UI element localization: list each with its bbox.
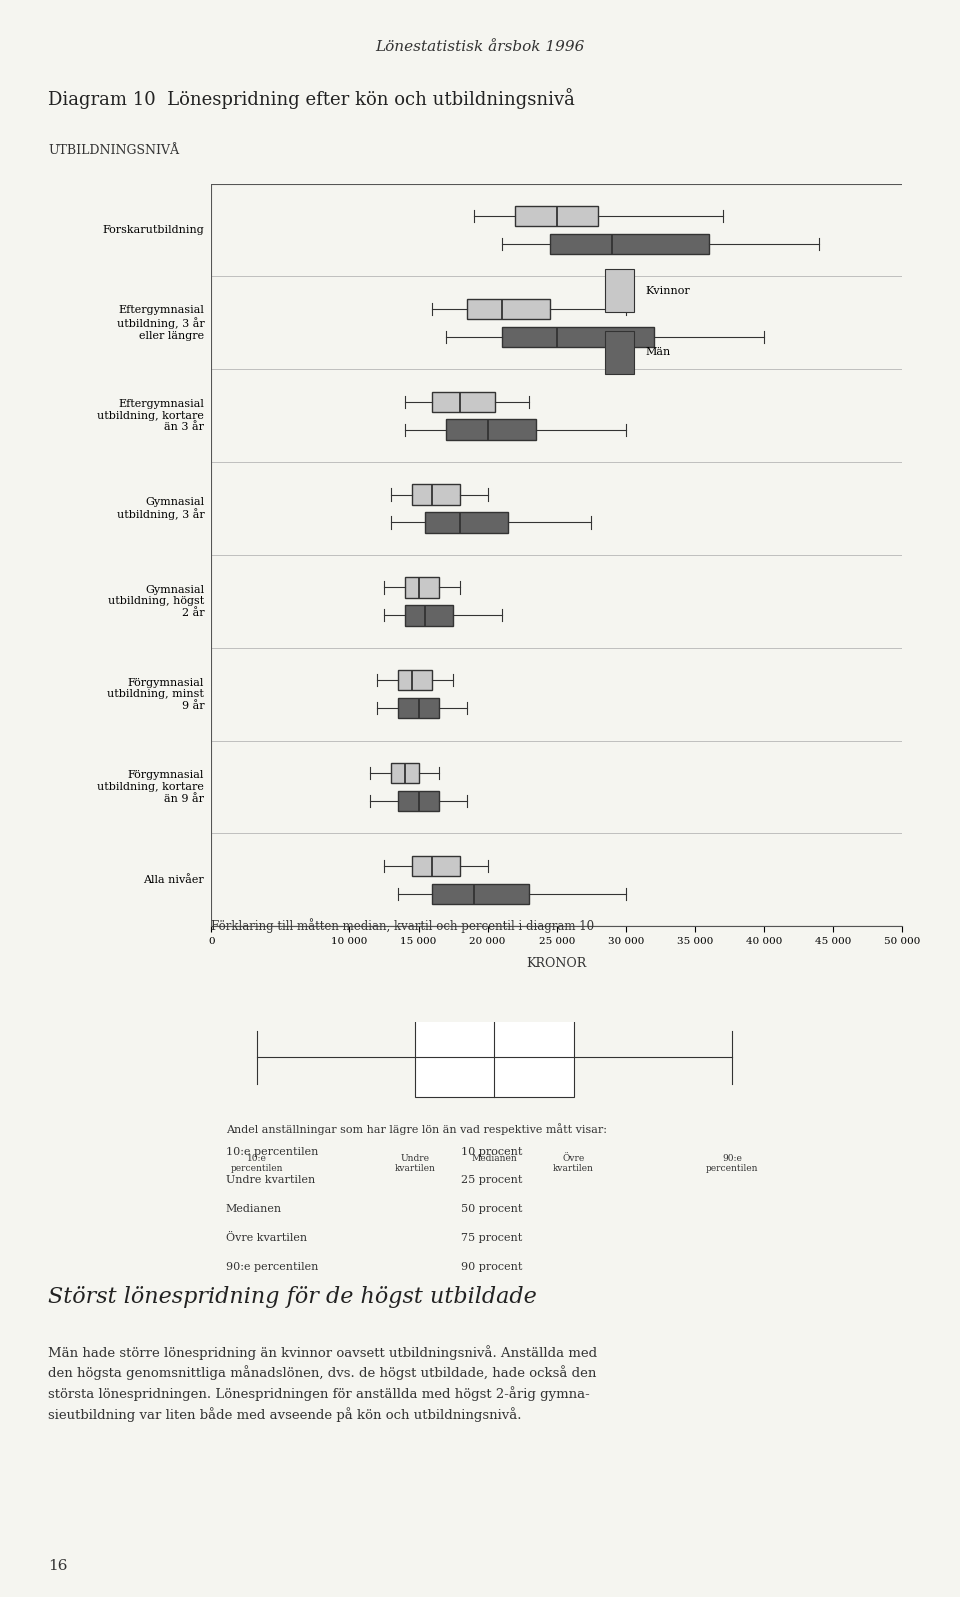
FancyBboxPatch shape bbox=[467, 299, 550, 319]
X-axis label: KRONOR: KRONOR bbox=[527, 957, 587, 969]
FancyBboxPatch shape bbox=[391, 763, 419, 783]
FancyBboxPatch shape bbox=[550, 233, 708, 254]
FancyBboxPatch shape bbox=[405, 577, 440, 597]
Text: 90:e
percentilen: 90:e percentilen bbox=[706, 1153, 758, 1174]
FancyBboxPatch shape bbox=[425, 513, 509, 533]
Text: Övre
kvartilen: Övre kvartilen bbox=[553, 1153, 594, 1174]
Text: 10 procent: 10 procent bbox=[461, 1147, 522, 1156]
Text: Medianen: Medianen bbox=[471, 1153, 517, 1163]
Text: 50 procent: 50 procent bbox=[461, 1204, 522, 1214]
FancyBboxPatch shape bbox=[397, 698, 440, 719]
Text: Män hade större lönespridning än kvinnor oavsett utbildningsnivå. Anställda med
: Män hade större lönespridning än kvinnor… bbox=[48, 1345, 597, 1421]
Text: 75 procent: 75 procent bbox=[461, 1233, 522, 1242]
Text: 10:e percentilen: 10:e percentilen bbox=[226, 1147, 318, 1156]
Text: 10:e
percentilen: 10:e percentilen bbox=[230, 1153, 283, 1174]
FancyBboxPatch shape bbox=[405, 605, 453, 626]
Text: 16: 16 bbox=[48, 1559, 67, 1573]
FancyBboxPatch shape bbox=[412, 484, 460, 505]
Text: Undre
kvartilen: Undre kvartilen bbox=[395, 1153, 436, 1174]
Text: 25 procent: 25 procent bbox=[461, 1175, 522, 1185]
Text: Kvinnor: Kvinnor bbox=[645, 286, 690, 295]
Text: Medianen: Medianen bbox=[226, 1204, 281, 1214]
Text: Övre kvartilen: Övre kvartilen bbox=[226, 1233, 307, 1242]
FancyBboxPatch shape bbox=[397, 791, 440, 811]
FancyBboxPatch shape bbox=[432, 883, 529, 904]
FancyBboxPatch shape bbox=[516, 206, 598, 227]
Text: UTBILDNINGSNIVÅ: UTBILDNINGSNIVÅ bbox=[48, 144, 180, 157]
Text: Undre kvartilen: Undre kvartilen bbox=[226, 1175, 315, 1185]
FancyBboxPatch shape bbox=[501, 327, 654, 347]
FancyBboxPatch shape bbox=[397, 671, 432, 690]
Text: Störst lönespridning för de högst utbildade: Störst lönespridning för de högst utbild… bbox=[48, 1286, 537, 1308]
Text: Män: Män bbox=[645, 348, 671, 358]
FancyBboxPatch shape bbox=[416, 1017, 574, 1097]
Text: Andel anställningar som har lägre lön än vad respektive mått visar:: Andel anställningar som har lägre lön än… bbox=[226, 1123, 607, 1134]
FancyBboxPatch shape bbox=[446, 420, 536, 439]
Text: Förklaring till måtten median, kvartil och percentil i diagram 10: Förklaring till måtten median, kvartil o… bbox=[211, 918, 594, 933]
FancyBboxPatch shape bbox=[432, 391, 494, 412]
FancyBboxPatch shape bbox=[606, 331, 635, 374]
FancyBboxPatch shape bbox=[412, 856, 460, 877]
Text: Lönestatistisk årsbok 1996: Lönestatistisk årsbok 1996 bbox=[375, 40, 585, 54]
Text: 90 procent: 90 procent bbox=[461, 1262, 522, 1271]
FancyBboxPatch shape bbox=[606, 270, 635, 313]
Text: Diagram 10  Lönespridning efter kön och utbildningsnivå: Diagram 10 Lönespridning efter kön och u… bbox=[48, 88, 575, 109]
Text: 90:e percentilen: 90:e percentilen bbox=[226, 1262, 318, 1271]
